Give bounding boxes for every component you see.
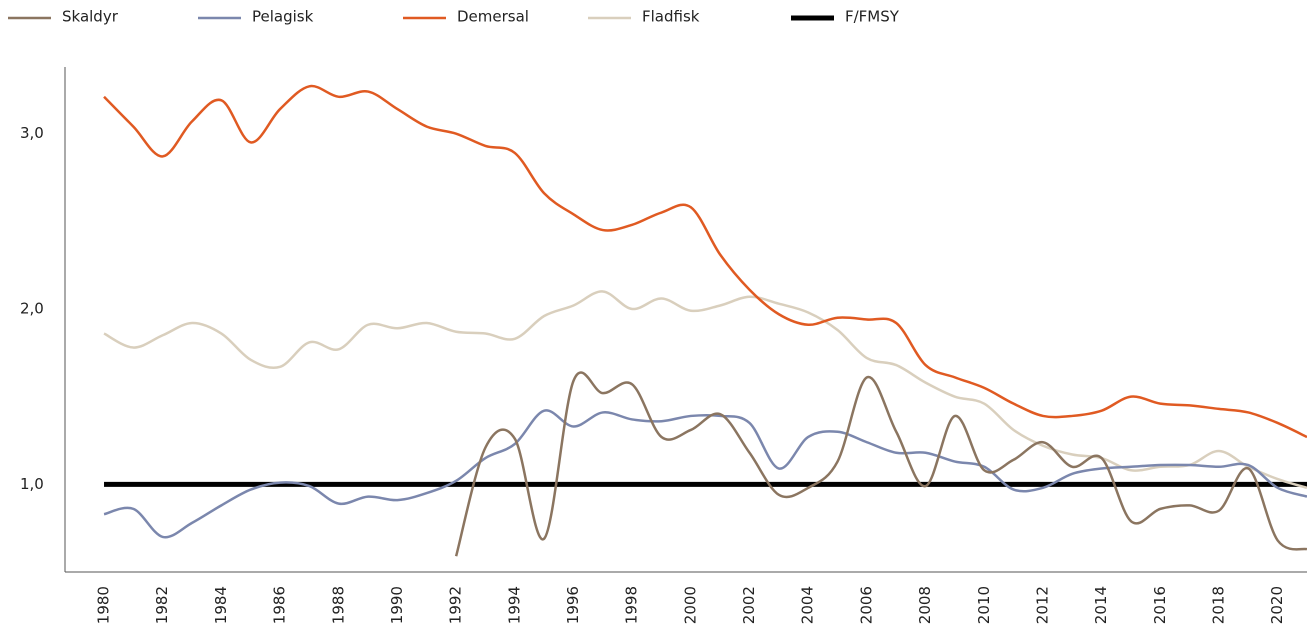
y-tick-label: 1,0 xyxy=(20,475,44,493)
legend-label: Demersal xyxy=(457,8,529,26)
x-tick-label: 2016 xyxy=(1151,586,1169,624)
series-line xyxy=(103,290,1307,490)
x-tick-label: 1986 xyxy=(271,586,289,624)
x-tick-label: 1994 xyxy=(505,586,523,624)
legend-label: Fladfisk xyxy=(642,8,700,26)
x-tick-label: 2018 xyxy=(1209,586,1227,624)
x-tick-label: 1980 xyxy=(95,586,113,624)
x-tick-label: 2002 xyxy=(740,586,758,624)
x-tick-label: 2012 xyxy=(1033,586,1051,624)
legend-label: Pelagisk xyxy=(252,8,314,26)
x-tick-label: 2008 xyxy=(916,586,934,624)
x-tick-label: 1992 xyxy=(447,586,465,624)
x-tick-label: 1990 xyxy=(388,586,406,624)
x-tick-label: 1988 xyxy=(329,586,347,624)
x-tick-label: 2010 xyxy=(975,586,993,624)
legend-label: Skaldyr xyxy=(62,8,119,26)
x-tick-label: 2004 xyxy=(799,586,817,624)
x-tick-label: 1982 xyxy=(153,586,171,624)
x-tick-label: 1996 xyxy=(564,586,582,624)
x-tick-label: 2000 xyxy=(681,586,699,624)
y-tick-label: 3,0 xyxy=(20,124,44,142)
x-tick-label: 2020 xyxy=(1268,586,1286,624)
x-tick-label: 2006 xyxy=(857,586,875,624)
x-tick-label: 2014 xyxy=(1092,586,1110,624)
x-tick-label: 1984 xyxy=(212,586,230,624)
x-tick-label: 1998 xyxy=(623,586,641,624)
y-tick-label: 2,0 xyxy=(20,299,44,317)
series-line xyxy=(103,409,1307,539)
legend-label: F/FMSY xyxy=(845,8,900,26)
series-line xyxy=(454,371,1307,557)
series-line xyxy=(103,84,1307,439)
